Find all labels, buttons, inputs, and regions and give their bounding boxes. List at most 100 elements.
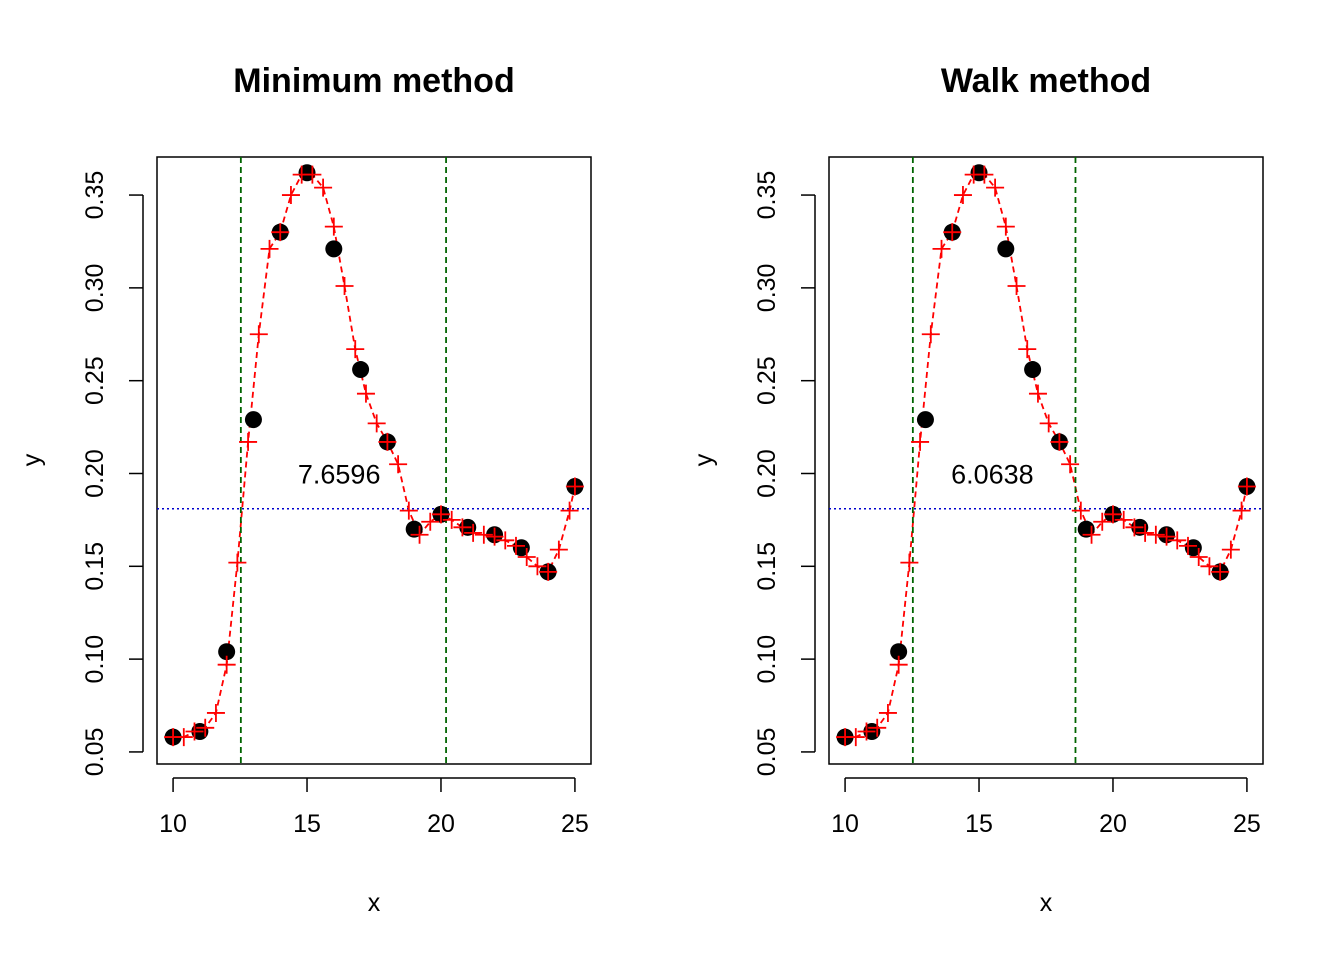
interpolation-marker — [517, 548, 536, 567]
data-point — [512, 539, 530, 557]
interpolation-marker — [889, 655, 908, 674]
interpolation-marker — [346, 340, 365, 359]
interpolation-marker — [410, 525, 429, 544]
plot-frame — [828, 156, 1264, 765]
data-point — [325, 240, 343, 258]
interpolation-marker — [1237, 477, 1256, 496]
interpolation-marker — [314, 178, 333, 197]
interpolation-marker — [1039, 414, 1058, 433]
y-axis: 0.05 0.10 0.15 0.20 0.25 0.30 0.35 — [753, 171, 816, 776]
chart-panel-walk-method: Walk method x y 6.0638 10 15 20 250.050.100… — [690, 62, 1264, 917]
interpolation-marker — [1189, 548, 1208, 567]
interpolation-marker — [565, 477, 584, 496]
x-axis: 10 15 20 25 — [159, 777, 589, 838]
interpolation-marker — [1093, 512, 1112, 531]
plot-area: 7.6596 — [157, 157, 591, 764]
data-point — [1184, 539, 1202, 557]
x-tick-label: 15 — [293, 810, 321, 838]
x-tick-label: 10 — [831, 810, 859, 838]
x-tick-label: 15 — [965, 810, 993, 838]
interpolation-marker — [1157, 527, 1176, 546]
interpolation-marker — [1082, 525, 1101, 544]
interpolation-marker — [996, 217, 1015, 236]
interpolation-marker — [474, 525, 493, 544]
x-tick-label: 20 — [1099, 810, 1127, 838]
x-axis: 10 15 20 25 — [831, 777, 1261, 838]
interpolation-marker — [1178, 536, 1197, 555]
interpolation-marker — [356, 384, 375, 403]
x-tick-label: 25 — [561, 810, 589, 838]
interpolation-marker — [228, 553, 247, 572]
area-annotation: 7.6596 — [298, 459, 381, 489]
interpolation-marker — [431, 505, 450, 524]
data-point — [970, 164, 988, 182]
interpolation-marker — [506, 536, 525, 555]
data-point — [244, 411, 262, 429]
y-tick-label: 0.25 — [753, 356, 781, 405]
interpolation-marker — [1146, 525, 1165, 544]
interpolation-marker — [464, 523, 483, 542]
interpolation-marker — [975, 165, 994, 184]
y-tick-label: 0.20 — [753, 449, 781, 498]
interpolation-marker — [453, 518, 472, 537]
interpolation-marker — [943, 223, 962, 242]
data-point — [352, 361, 370, 379]
interpolation-marker — [271, 223, 290, 242]
data-point — [916, 411, 934, 429]
interpolation-marker — [1028, 384, 1047, 403]
interpolation-marker — [389, 455, 408, 474]
data-point — [1024, 361, 1042, 379]
interpolation-marker — [560, 501, 579, 520]
interpolation-marker — [911, 432, 930, 451]
interpolation-marker — [335, 277, 354, 296]
interpolation-marker — [1061, 455, 1080, 474]
interpolation-marker — [442, 510, 461, 529]
interpolation-marker — [260, 239, 279, 258]
interpolation-marker — [206, 703, 225, 722]
y-tick-label: 0.25 — [81, 356, 109, 405]
interpolation-marker — [539, 562, 558, 581]
interpolation-marker — [900, 553, 919, 572]
interpolation-marker — [281, 186, 300, 205]
data-point — [218, 643, 236, 661]
interpolation-marker — [196, 718, 215, 737]
interpolation-marker — [217, 655, 236, 674]
x-tick-label: 20 — [427, 810, 455, 838]
interpolation-marker — [986, 178, 1005, 197]
interpolation-marker — [324, 217, 343, 236]
chart-title: Walk method — [941, 62, 1151, 100]
interpolation-marker — [367, 414, 386, 433]
interpolation-marker — [1136, 523, 1155, 542]
y-tick-label: 0.05 — [81, 728, 109, 777]
interpolation-marker — [549, 540, 568, 559]
x-axis-label: x — [1040, 889, 1053, 917]
y-tick-label: 0.15 — [81, 542, 109, 591]
interpolation-marker — [953, 186, 972, 205]
interpolation-marker — [1211, 562, 1230, 581]
interpolation-marker — [1018, 340, 1037, 359]
x-tick-label: 25 — [1233, 810, 1261, 838]
interpolation-marker — [921, 325, 940, 344]
interpolation-marker — [1103, 505, 1122, 524]
interpolation-marker — [868, 718, 887, 737]
area-annotation: 6.0638 — [951, 459, 1034, 489]
interpolation-marker — [857, 722, 876, 741]
y-tick-label: 0.10 — [81, 635, 109, 684]
interpolation-marker — [485, 527, 504, 546]
y-tick-label: 0.30 — [753, 264, 781, 313]
interpolation-marker — [846, 728, 865, 747]
interpolation-marker — [239, 432, 258, 451]
y-tick-label: 0.30 — [81, 264, 109, 313]
interpolation-marker — [496, 531, 515, 550]
interpolation-marker — [1125, 518, 1144, 537]
data-point — [890, 643, 908, 661]
data-point — [1077, 520, 1095, 538]
interpolation-marker — [1114, 510, 1133, 529]
data-point — [298, 164, 316, 182]
y-axis-label: y — [18, 453, 46, 466]
x-tick-label: 10 — [159, 810, 187, 838]
interpolation-marker — [249, 325, 268, 344]
interpolation-marker — [1007, 277, 1026, 296]
interpolation-marker — [399, 501, 418, 520]
